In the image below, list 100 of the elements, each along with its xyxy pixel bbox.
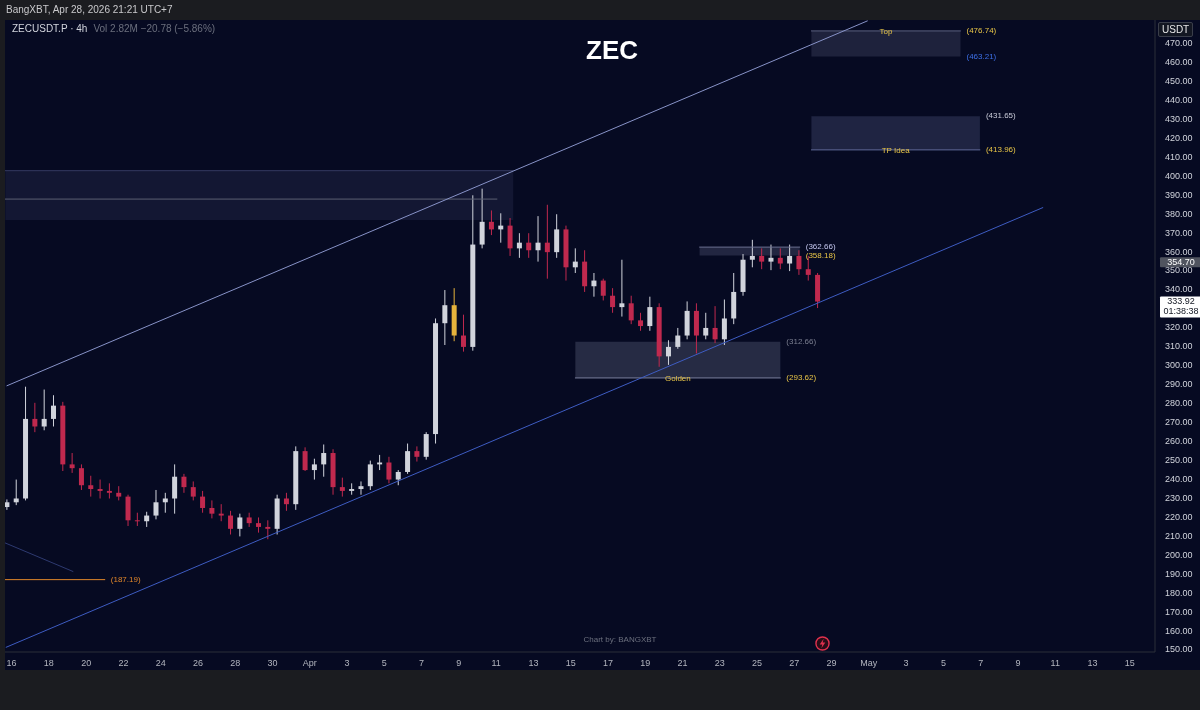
candlestick [386, 456, 392, 484]
annotation: Vol 2.82M −20.78 (−5.86%) [93, 23, 216, 34]
x-tick-label: 23 [714, 658, 725, 669]
x-tick-label: Apr [302, 658, 317, 669]
candlestick [172, 463, 178, 515]
y-tick-label: 270.00 [1165, 417, 1193, 428]
candlestick [237, 513, 243, 537]
y-tick-label: 210.00 [1165, 530, 1193, 541]
y-tick-label: 360.00 [1165, 246, 1193, 257]
y-tick-label: 400.00 [1165, 170, 1193, 181]
annotation: Chart by: BANGXBT [582, 635, 658, 644]
x-tick-label: 13 [1087, 658, 1098, 669]
candlestick [777, 247, 783, 270]
series-label: Golden [664, 374, 691, 384]
candlestick [106, 482, 112, 499]
y-tick-label: 260.00 [1165, 436, 1193, 447]
y-tick-label: 460.00 [1165, 57, 1193, 68]
candlestick [787, 244, 793, 272]
y-tick-label: 450.00 [1165, 75, 1193, 86]
candlestick [69, 452, 75, 474]
x-tick-label: 17 [602, 658, 613, 669]
candlestick [600, 278, 606, 301]
candlestick [488, 209, 494, 236]
y-tick-label: 190.00 [1165, 568, 1193, 579]
candlestick [414, 445, 420, 463]
candlestick [88, 475, 94, 498]
x-tick-label: 20 [81, 658, 92, 669]
candlestick [5, 498, 10, 511]
x-tick-label: 15 [565, 658, 576, 669]
candlestick [507, 217, 513, 257]
candlestick [423, 431, 429, 461]
candlestick [460, 314, 466, 353]
candlestick [321, 443, 327, 478]
x-tick-label: 7 [978, 658, 984, 669]
candlestick [628, 295, 634, 325]
y-tick-label: 320.00 [1165, 322, 1193, 333]
y-tick-label: 350.00 [1165, 265, 1193, 276]
x-tick-label: 3 [903, 658, 909, 669]
candlestick [78, 463, 84, 491]
candlestick [665, 339, 671, 366]
candlestick [339, 477, 345, 498]
series-label: Top [879, 27, 893, 37]
annotation: (187.19) [110, 574, 141, 584]
annotation: (413.96) [985, 145, 1017, 154]
y-tick-label: 180.00 [1165, 587, 1193, 598]
x-tick-label: 18 [43, 658, 54, 669]
y-tick-label: 200.00 [1165, 549, 1193, 560]
annotation: (476.74) [966, 26, 997, 36]
x-tick-label: 11 [1050, 658, 1060, 669]
candlestick [358, 480, 364, 496]
x-tick-label: 30 [267, 658, 278, 669]
text: ZEC [585, 35, 639, 66]
candlestick [721, 299, 727, 346]
candlestick [228, 510, 234, 536]
y-tick-label: 150.00 [1165, 644, 1193, 655]
candlestick [703, 312, 709, 340]
candlestick [190, 480, 196, 501]
y-tick-label: 380.00 [1165, 208, 1193, 219]
x-tick-label: 22 [118, 658, 129, 669]
x-tick-label: 3 [344, 658, 350, 669]
candlestick [768, 244, 774, 271]
candlestick [796, 249, 802, 276]
candlestick [302, 446, 308, 472]
x-tick-label: 13 [528, 658, 539, 669]
y-tick-label: 310.00 [1165, 341, 1193, 352]
x-tick-label: 26 [192, 658, 203, 669]
x-tick-label: 5 [381, 658, 387, 669]
y-tick-label: 230.00 [1165, 492, 1193, 503]
annotation: (312.66) [786, 336, 817, 346]
candlestick [367, 460, 373, 491]
candlestick [311, 458, 317, 481]
candlestick [405, 443, 411, 475]
candlestick [749, 239, 755, 268]
y-tick-label: 220.00 [1165, 511, 1193, 522]
y-tick-label: 240.00 [1165, 473, 1193, 484]
x-tick-label: 19 [640, 658, 651, 669]
x-tick-label: 9 [1015, 658, 1021, 669]
candlestick [32, 402, 38, 433]
candlestick [544, 204, 550, 280]
x-tick-label: 7 [419, 658, 425, 669]
candlestick [209, 499, 215, 519]
candlestick [265, 519, 271, 540]
y-tick-label: 160.00 [1165, 625, 1193, 636]
text: BangXBT, Apr 28, 2026 21:21 UTC+7 [6, 4, 173, 15]
x-tick-label: 16 [6, 658, 17, 669]
y-tick-label: 280.00 [1165, 398, 1193, 409]
series-label: TP Idea [881, 146, 911, 155]
x-tick-label: May [860, 658, 878, 669]
x-tick-label: 29 [826, 658, 837, 669]
y-tick-label: 290.00 [1165, 379, 1193, 390]
x-tick-label: 15 [1124, 658, 1135, 669]
candlestick [50, 394, 56, 427]
candlestick [759, 247, 765, 270]
y-tick-label: 354.70 [1167, 256, 1195, 267]
candlestick [442, 289, 448, 346]
annotation: (463.21) [966, 51, 997, 61]
y-tick-label: 333.92 [1167, 295, 1195, 306]
candlestick [619, 259, 625, 318]
y-tick-label: 370.00 [1165, 227, 1193, 238]
y-tick-label: 340.00 [1165, 284, 1193, 295]
